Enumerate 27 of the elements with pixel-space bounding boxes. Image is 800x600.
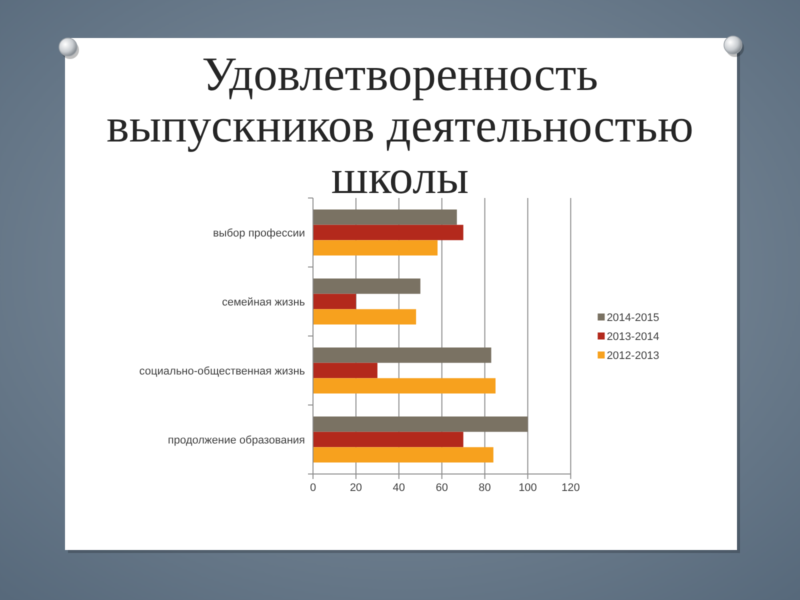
bar	[313, 240, 438, 256]
bar	[313, 447, 494, 462]
x-tick-label: 20	[350, 482, 362, 494]
x-tick-label: 120	[562, 482, 580, 494]
y-tick-label: социально-общественная жизнь	[139, 365, 306, 378]
bar	[313, 309, 416, 324]
bar	[313, 432, 464, 448]
bar	[313, 378, 496, 394]
bar	[313, 278, 420, 294]
bar	[313, 210, 457, 225]
y-tick-label: выбор профессии	[213, 227, 305, 240]
bar	[313, 416, 528, 432]
legend-label: 2014-2015	[606, 312, 660, 324]
bar	[313, 294, 356, 310]
x-tick-label: 80	[478, 482, 491, 494]
bar	[313, 348, 492, 363]
bar	[313, 362, 378, 378]
x-tick-label: 60	[436, 482, 448, 494]
y-tick-label: продолжение образования	[168, 434, 306, 446]
x-tick-label: 100	[518, 482, 537, 494]
chart-title: Удовлетворенность выпускников деятельностью школы	[106, 48, 694, 204]
bar	[313, 224, 464, 240]
legend-label: 2013-2014	[606, 330, 660, 343]
y-tick-label: семейная жизнь	[222, 296, 306, 308]
legend-label: 2012-2013	[606, 350, 660, 362]
x-tick-label: 40	[392, 482, 406, 494]
x-tick-label: 0	[310, 482, 316, 494]
